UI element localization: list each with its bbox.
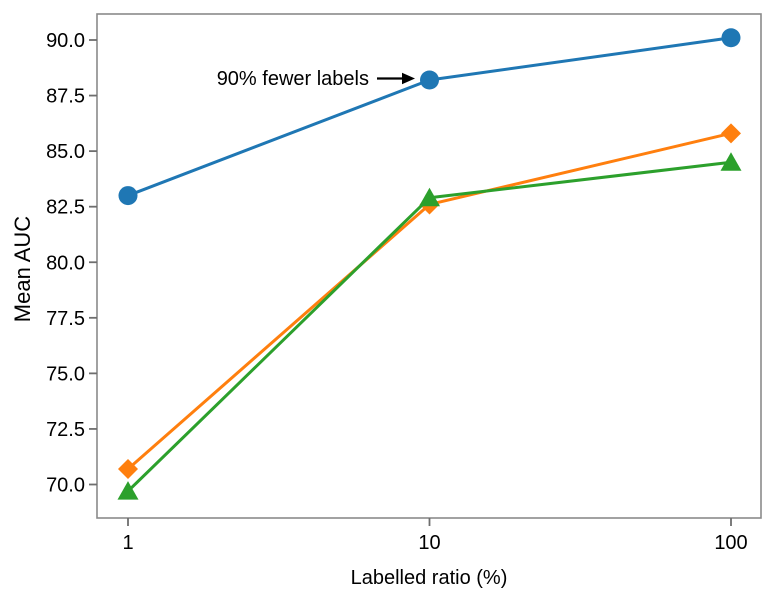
x-tick-label: 100 bbox=[714, 532, 747, 554]
data-point-triangle-up bbox=[720, 152, 742, 171]
y-tick-label: 72.5 bbox=[46, 419, 85, 441]
x-tick-label: 1 bbox=[122, 532, 133, 554]
data-point-circle bbox=[118, 186, 138, 206]
data-point-circle bbox=[721, 28, 741, 48]
data-point-diamond bbox=[721, 123, 741, 144]
plot-area bbox=[96, 13, 762, 519]
y-tick-label: 75.0 bbox=[46, 363, 85, 385]
axes: 70.0 72.5 75.0 77.5 80.0 82.5 85.0 87.5 90.0 1 10 1… bbox=[46, 30, 748, 554]
data-point-circle bbox=[420, 70, 439, 90]
series-group bbox=[117, 28, 742, 500]
y-tick-label: 80.0 bbox=[46, 252, 85, 274]
y-tick-label: 90.0 bbox=[46, 30, 85, 52]
y-tick-label: 85.0 bbox=[46, 141, 85, 163]
data-point-triangle-up bbox=[117, 481, 139, 500]
data-point-diamond bbox=[118, 458, 138, 479]
y-tick-label: 70.0 bbox=[46, 475, 85, 497]
annotation-arrow bbox=[377, 72, 415, 85]
data-point-triangle-up bbox=[419, 187, 440, 207]
y-tick-label: 87.5 bbox=[46, 86, 85, 108]
y-tick-label: 82.5 bbox=[46, 197, 85, 219]
annotation-text: 90% fewer labels bbox=[217, 68, 369, 90]
x-axis-label: Labelled ratio (%) bbox=[351, 567, 508, 589]
y-tick-label: 77.5 bbox=[46, 308, 85, 330]
x-tick-label: 10 bbox=[418, 532, 440, 554]
y-axis-label: Mean AUC bbox=[10, 216, 35, 322]
